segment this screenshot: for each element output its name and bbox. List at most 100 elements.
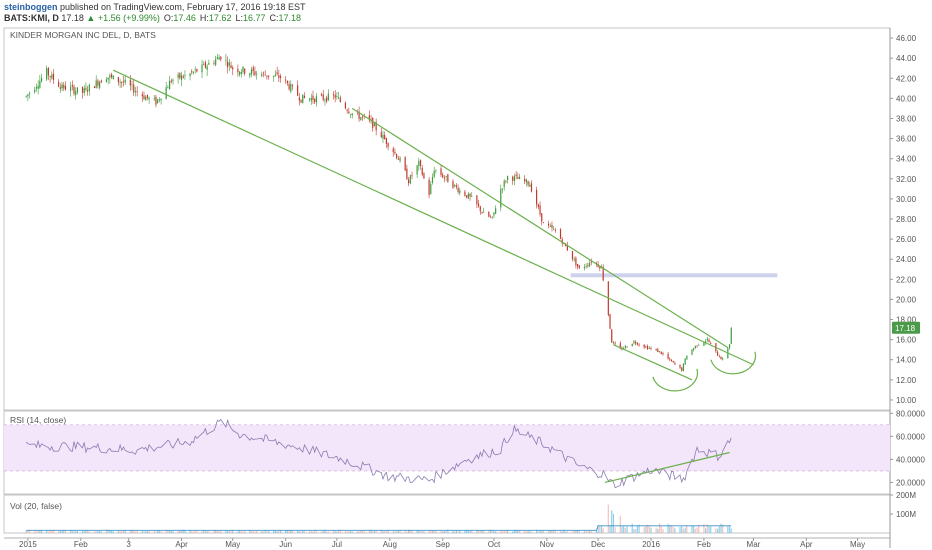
- volume-bar: [179, 530, 181, 533]
- candle-down: [667, 353, 669, 359]
- volume-bar: [213, 530, 215, 533]
- volume-bar: [631, 523, 633, 533]
- rsi-trendline[interactable]: [604, 451, 730, 484]
- candle-down: [344, 102, 347, 109]
- volume-bar: [493, 530, 495, 533]
- volume-bar: [657, 528, 659, 533]
- volume-bar: [290, 530, 292, 533]
- candle-up: [83, 88, 85, 94]
- candle-up: [177, 74, 179, 78]
- volume-bars[interactable]: [25, 504, 732, 534]
- volume-bar: [587, 531, 589, 533]
- candle-down: [213, 63, 215, 65]
- volume-bar: [124, 530, 126, 533]
- x-tick-label: Feb: [697, 540, 711, 549]
- volume-bar: [440, 530, 442, 533]
- rsi-pane-title: RSI (14, close): [10, 415, 66, 425]
- candle-down: [312, 95, 314, 100]
- candle-down: [93, 86, 96, 88]
- trendline-1: [113, 69, 754, 366]
- volume-bar: [720, 523, 722, 533]
- candle-down: [276, 72, 278, 75]
- volume-bar: [146, 531, 148, 533]
- candle-up: [529, 184, 531, 187]
- volume-bar: [165, 529, 167, 533]
- candle-down: [537, 204, 539, 208]
- volume-bar: [500, 530, 502, 533]
- high-value: 17.62: [208, 13, 232, 23]
- volume-bar: [244, 530, 246, 533]
- price-tick-label: 16.00: [896, 336, 917, 345]
- candlestick-series[interactable]: [25, 53, 732, 372]
- candle-down: [672, 361, 674, 363]
- volume-bar: [696, 527, 698, 533]
- candle-down: [674, 362, 676, 365]
- candle-down: [626, 346, 628, 348]
- volume-bar: [455, 530, 457, 533]
- volume-bar: [192, 531, 195, 533]
- price-tick-label: 22.00: [896, 275, 917, 284]
- volume-bar: [658, 523, 661, 533]
- volume-bar: [614, 527, 616, 533]
- price-pane-frame: [3, 27, 891, 411]
- volume-bar: [626, 526, 628, 533]
- volume-bar: [337, 529, 340, 533]
- volume-bar: [392, 531, 394, 533]
- volume-bar: [515, 529, 517, 533]
- candle-down: [476, 195, 478, 205]
- price-tick-label: 30.00: [896, 195, 917, 204]
- volume-bar: [334, 531, 336, 533]
- volume-bar: [662, 529, 664, 533]
- volume-bar: [298, 531, 300, 533]
- candle-down: [392, 148, 394, 153]
- arc-1: [652, 368, 699, 392]
- candle-up: [624, 345, 626, 348]
- volume-bar: [312, 531, 314, 533]
- candle-down: [539, 205, 541, 215]
- candle-up: [728, 344, 731, 349]
- candle-down: [288, 83, 290, 90]
- volume-bar: [561, 531, 563, 533]
- candle-down: [660, 351, 662, 354]
- volume-bar: [349, 531, 352, 533]
- volume-bar: [208, 531, 210, 533]
- price-tick-label: 44.00: [896, 54, 917, 63]
- volume-bar: [375, 530, 377, 533]
- publish-line: steinboggen published on TradingView.com…: [4, 2, 306, 12]
- x-tick-label: Sep: [436, 540, 451, 549]
- volume-bar: [274, 530, 277, 533]
- volume-bar: [679, 526, 681, 533]
- volume-bar: [542, 529, 545, 533]
- volume-bar: [40, 530, 43, 533]
- volume-bar: [559, 530, 562, 533]
- publisher-username[interactable]: steinboggen: [4, 2, 58, 12]
- volume-bar: [418, 530, 420, 533]
- candle-down: [47, 67, 49, 76]
- trendlines[interactable]: [113, 69, 754, 381]
- candle-up: [216, 57, 218, 59]
- volume-bar: [573, 530, 575, 533]
- candle-up: [194, 69, 196, 71]
- symbol-label: BATS:KMI, D: [4, 13, 59, 23]
- volume-bar: [599, 525, 601, 533]
- candle-down: [314, 98, 316, 103]
- candle-down: [64, 85, 67, 90]
- candle-up: [184, 74, 186, 76]
- candle-up: [409, 175, 411, 184]
- volume-bar: [37, 529, 39, 533]
- candle-up: [553, 228, 555, 230]
- candle-up: [682, 363, 685, 371]
- candle-down: [204, 62, 207, 68]
- volume-bar: [703, 523, 705, 533]
- candle-down: [368, 115, 370, 119]
- candle-up: [686, 355, 688, 360]
- rsi-line[interactable]: [25, 418, 732, 489]
- volume-bar: [635, 528, 637, 533]
- price-tick-label: 26.00: [896, 235, 917, 244]
- candle-up: [324, 99, 326, 101]
- price-tick-label: 36.00: [896, 135, 917, 144]
- candle-up: [109, 75, 111, 78]
- candle-down: [638, 344, 640, 346]
- candle-up: [249, 73, 251, 76]
